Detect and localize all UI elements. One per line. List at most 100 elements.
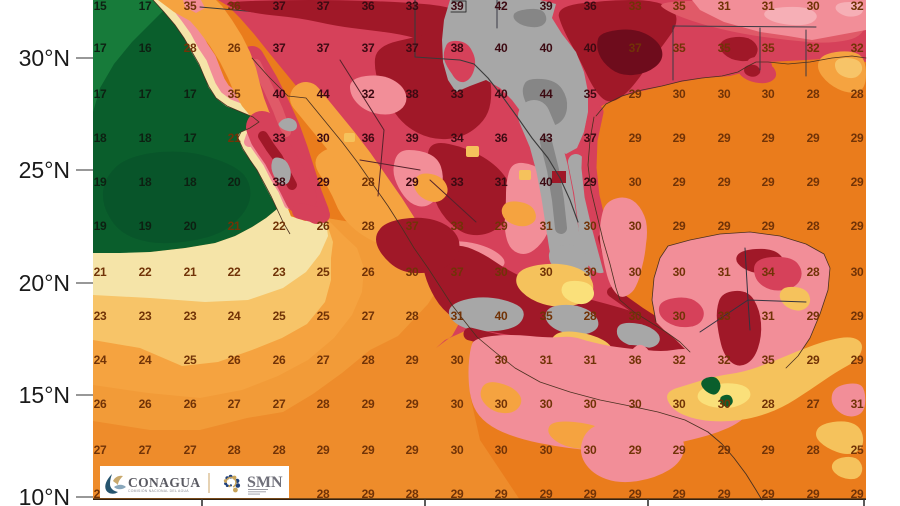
svg-text:29: 29	[807, 487, 820, 501]
svg-text:25: 25	[851, 443, 864, 457]
svg-text:36: 36	[362, 0, 375, 13]
svg-text:30: 30	[851, 265, 864, 279]
svg-text:20: 20	[228, 175, 241, 189]
svg-text:25: 25	[317, 265, 330, 279]
svg-text:31: 31	[540, 219, 553, 233]
svg-text:40: 40	[495, 309, 508, 323]
svg-text:CONAGUA: CONAGUA	[128, 475, 201, 490]
svg-text:33: 33	[451, 219, 464, 233]
svg-text:27: 27	[228, 397, 241, 411]
svg-text:38: 38	[451, 41, 464, 55]
svg-text:34: 34	[451, 131, 464, 145]
svg-text:29: 29	[851, 309, 864, 323]
svg-text:25°N: 25°N	[19, 157, 70, 183]
svg-text:35: 35	[673, 0, 686, 13]
svg-text:29: 29	[451, 487, 464, 501]
svg-text:19: 19	[94, 175, 107, 189]
svg-text:35: 35	[718, 41, 731, 55]
svg-text:21: 21	[228, 131, 241, 145]
svg-text:27: 27	[94, 443, 107, 457]
svg-text:18: 18	[139, 131, 152, 145]
svg-text:23: 23	[273, 265, 286, 279]
svg-text:44: 44	[540, 87, 553, 101]
svg-text:30: 30	[584, 397, 597, 411]
svg-text:36: 36	[362, 131, 375, 145]
svg-text:30: 30	[718, 397, 731, 411]
svg-text:27: 27	[807, 397, 820, 411]
svg-text:35: 35	[762, 353, 775, 367]
svg-text:33: 33	[406, 0, 419, 13]
svg-text:28: 28	[228, 443, 241, 457]
svg-text:31: 31	[495, 175, 508, 189]
svg-text:30: 30	[451, 443, 464, 457]
svg-text:37: 37	[406, 41, 419, 55]
svg-text:29: 29	[673, 487, 686, 501]
svg-text:27: 27	[362, 309, 375, 323]
svg-text:29: 29	[317, 175, 330, 189]
svg-text:29: 29	[718, 175, 731, 189]
svg-text:26: 26	[273, 353, 286, 367]
svg-text:25: 25	[184, 353, 197, 367]
svg-text:37: 37	[273, 41, 286, 55]
svg-text:40: 40	[495, 87, 508, 101]
svg-text:37: 37	[406, 219, 419, 233]
svg-text:38: 38	[273, 175, 286, 189]
svg-text:29: 29	[406, 443, 419, 457]
svg-text:28: 28	[807, 219, 820, 233]
svg-text:27: 27	[139, 443, 152, 457]
svg-text:35: 35	[228, 87, 241, 101]
svg-text:29: 29	[673, 219, 686, 233]
svg-text:30: 30	[629, 309, 642, 323]
svg-text:17: 17	[139, 0, 152, 13]
svg-text:40: 40	[540, 175, 553, 189]
svg-text:37: 37	[584, 131, 597, 145]
svg-text:31: 31	[584, 353, 597, 367]
svg-text:43: 43	[540, 131, 553, 145]
svg-text:28: 28	[406, 487, 419, 501]
svg-text:33: 33	[629, 0, 642, 13]
svg-text:29: 29	[584, 487, 597, 501]
svg-text:39: 39	[540, 0, 553, 13]
svg-text:19: 19	[94, 219, 107, 233]
svg-text:23: 23	[94, 309, 107, 323]
svg-text:25: 25	[317, 309, 330, 323]
svg-text:31: 31	[451, 309, 464, 323]
svg-text:29: 29	[362, 443, 375, 457]
svg-text:21: 21	[184, 265, 197, 279]
svg-text:29: 29	[762, 131, 775, 145]
svg-text:35: 35	[540, 309, 553, 323]
svg-text:33: 33	[451, 87, 464, 101]
svg-text:32: 32	[807, 41, 820, 55]
svg-text:28: 28	[317, 397, 330, 411]
svg-text:36: 36	[584, 0, 597, 13]
svg-text:29: 29	[362, 487, 375, 501]
svg-text:29: 29	[495, 487, 508, 501]
svg-text:42: 42	[495, 0, 508, 13]
svg-text:29: 29	[629, 487, 642, 501]
svg-text:30: 30	[495, 353, 508, 367]
svg-text:28: 28	[584, 309, 597, 323]
svg-text:15: 15	[94, 0, 107, 13]
svg-text:17: 17	[94, 87, 107, 101]
svg-text:24: 24	[139, 353, 152, 367]
svg-text:29: 29	[406, 175, 419, 189]
svg-text:31: 31	[540, 353, 553, 367]
svg-text:29: 29	[762, 443, 775, 457]
svg-text:26: 26	[362, 265, 375, 279]
svg-text:37: 37	[362, 41, 375, 55]
svg-text:30: 30	[718, 87, 731, 101]
svg-text:30: 30	[540, 443, 553, 457]
svg-text:29: 29	[406, 353, 419, 367]
svg-text:22: 22	[139, 265, 152, 279]
svg-text:33: 33	[451, 175, 464, 189]
svg-text:44: 44	[317, 87, 330, 101]
svg-text:COMISIÓN NACIONAL DEL AGUA: COMISIÓN NACIONAL DEL AGUA	[128, 488, 189, 493]
svg-text:30: 30	[807, 0, 820, 13]
svg-text:23: 23	[139, 309, 152, 323]
svg-text:29: 29	[807, 175, 820, 189]
svg-text:28: 28	[807, 87, 820, 101]
svg-text:32: 32	[718, 353, 731, 367]
svg-text:30: 30	[451, 397, 464, 411]
svg-text:28: 28	[406, 309, 419, 323]
svg-text:34: 34	[762, 265, 775, 279]
